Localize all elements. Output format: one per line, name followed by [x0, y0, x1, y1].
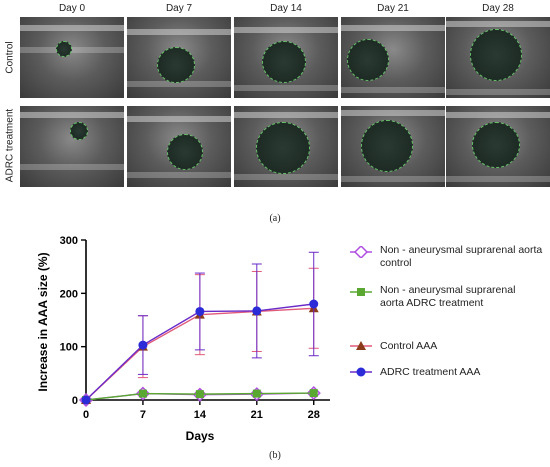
column-label-day28: Day 28 — [482, 3, 514, 14]
legend-label-nonaneurysmal-control: Non - aneurysmal suprarenal aorta contro… — [380, 244, 543, 269]
legend: Non - aneurysmal suprarenal aorta contro… — [350, 242, 550, 392]
row-label-control: Control — [4, 41, 16, 74]
data-point — [309, 389, 318, 398]
ultrasound-adrc-day0 — [20, 106, 124, 187]
x-tick-label: 28 — [308, 409, 320, 421]
series-3 — [81, 251, 319, 405]
y-tick-label: 200 — [60, 288, 78, 300]
data-point — [138, 340, 148, 350]
data-point — [252, 389, 261, 398]
y-tick-label: 0 — [72, 395, 78, 407]
column-label-day21: Day 21 — [377, 3, 409, 14]
data-point — [195, 390, 204, 399]
x-axis-label: Days — [186, 429, 215, 443]
ultrasound-control-day14 — [234, 17, 338, 98]
legend-marker-adrc-aaa — [350, 367, 372, 377]
y-tick-label: 300 — [60, 235, 78, 247]
caption-panel-a: (a) — [269, 213, 281, 224]
ultrasound-adrc-day7 — [127, 106, 231, 187]
legend-marker-control-aaa — [350, 341, 372, 350]
data-point — [195, 306, 205, 316]
ultrasound-adrc-day14 — [234, 106, 338, 187]
y-tick-label: 100 — [60, 342, 78, 354]
y-axis-label: Increase in AAA size (%) — [36, 252, 50, 391]
ultrasound-control-day7 — [127, 17, 231, 98]
column-label-day14: Day 14 — [270, 3, 302, 14]
x-tick-label: 7 — [140, 409, 146, 421]
ultrasound-adrc-day28 — [446, 106, 550, 187]
legend-label-nonaneurysmal-adrc: Non - aneurysmal suprarenal aorta ADRC t… — [380, 284, 516, 309]
data-point — [81, 395, 91, 405]
data-point — [309, 299, 319, 309]
x-tick-label: 0 — [83, 409, 89, 421]
legend-marker-nonaneurysmal-adrc — [350, 288, 372, 296]
ultrasound-control-day21 — [341, 17, 445, 98]
column-label-day0: Day 0 — [58, 3, 86, 14]
caption-panel-b: (b) — [269, 450, 281, 461]
row-label-adrc: ADRC treatment — [4, 108, 16, 183]
legend-marker-nonaneurysmal-control — [350, 246, 372, 258]
data-point — [252, 306, 262, 316]
x-tick-label: 14 — [194, 409, 207, 421]
ultrasound-control-day0 — [20, 17, 124, 98]
data-point — [138, 389, 147, 398]
ultrasound-adrc-day21 — [341, 106, 445, 187]
column-label-day7: Day 7 — [165, 3, 193, 14]
x-tick-label: 21 — [251, 409, 263, 421]
line-chart: 0 7 14 21 28 0 100 200 300 Increase in AAA size … — [36, 235, 330, 443]
ultrasound-control-day28 — [446, 17, 550, 98]
chart-axes: 0 7 14 21 28 0 100 200 300 — [60, 235, 330, 421]
legend-label-control-aaa: Control AAA — [380, 340, 438, 352]
legend-label-adrc-aaa: ADRC treatment AAA — [380, 366, 481, 378]
chart-series — [78, 251, 321, 408]
